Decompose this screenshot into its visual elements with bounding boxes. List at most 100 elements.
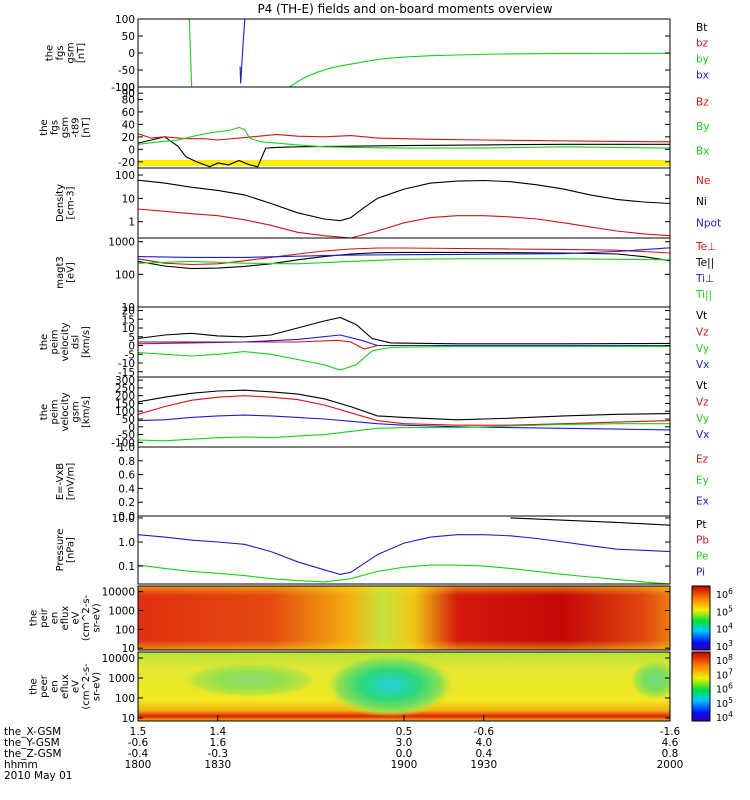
panel-frame: [137, 585, 671, 651]
ephemeris-value: 0.4: [475, 748, 492, 760]
date-label: 2010 May 01: [4, 770, 72, 782]
y-axis-label: [km/s]: [81, 326, 92, 358]
ephemeris-label: the_Z-GSM: [4, 748, 62, 760]
colorbar-label: 104: [716, 710, 733, 724]
series-velocity-dsl-Vx: [138, 334, 670, 347]
legend-Vy: Vy: [696, 343, 709, 355]
y-axis-label: fgs: [55, 45, 66, 60]
panel-pressure: 10.0 1.0 0.1 Pressure [nPa] Pt Pb Pe Pi: [55, 513, 709, 585]
y-tick-label: 100: [115, 82, 135, 94]
y-tick-label: 300: [115, 375, 135, 387]
y-axis-label: en: [50, 612, 61, 625]
y-tick-label: 0.6: [118, 470, 135, 482]
colorbar: [691, 585, 711, 651]
series-velocity-gsm-Vt: [137, 389, 671, 421]
figure-title: P4 (TH-E) fields and on-board moments ov…: [257, 2, 552, 16]
y-tick-label: 1000: [108, 606, 135, 618]
ephemeris-value: 1.6: [209, 737, 226, 749]
y-axis-label: [km/s]: [81, 396, 92, 428]
series-pressure-Pi: [137, 534, 671, 575]
colorbar-label: 104: [716, 622, 733, 636]
y-tick-label: 15: [122, 314, 135, 326]
ion-spectrogram-edges: [138, 586, 670, 650]
y-axis-label: [mV/m]: [65, 463, 76, 501]
series-density-Ni: [137, 179, 671, 222]
legend-Vz: Vz: [696, 326, 709, 338]
y-tick-label: 10: [122, 302, 135, 314]
series-velocity-gsm-Vx: [137, 414, 671, 431]
ion-spectrogram-image: [138, 586, 670, 650]
panel-frame: [137, 376, 671, 448]
y-tick-label: 1000: [108, 237, 135, 249]
legend-Bt: Bt: [696, 22, 707, 34]
y-tick-label: 90: [122, 88, 135, 100]
series-pressure-Pt: [510, 517, 671, 526]
panel-frame: [137, 167, 671, 239]
ephemeris-value: 3.0: [396, 737, 413, 749]
legend-Ne: Ne: [696, 175, 710, 187]
x-tick-label: 1830: [204, 759, 231, 771]
legend-Ti⊥: Ti⊥: [695, 273, 714, 285]
ephemeris-label: the_Y-GSM: [4, 737, 60, 749]
y-tick-label: 0.1: [118, 561, 135, 573]
ephemeris-value: -0.3: [208, 748, 229, 760]
series-pressure-Pe: [137, 564, 671, 585]
y-tick-label: 0.8: [118, 456, 135, 468]
y-axis-label: velocity: [60, 322, 71, 361]
series-velocity-dsl-Vt: [137, 316, 671, 345]
y-axis-label: peim: [50, 329, 61, 354]
colorbar-label: 108: [716, 653, 733, 667]
panel-electron-spectrogram: 10000 1000 100 10 the peer en eflux eV (cm^2-s-sr…: [29, 651, 733, 725]
colorbar-label: 106: [716, 682, 733, 696]
legend-Pi: Pi: [696, 566, 705, 578]
y-axis-label: [cm-3]: [65, 186, 76, 219]
y-axis-label: peir: [39, 607, 50, 627]
colorbar-label: 105: [716, 696, 733, 710]
series-fgs-gsm-By: [137, 126, 671, 149]
y-axis-label: gsm: [65, 42, 76, 63]
y-tick-label: 10: [122, 193, 135, 205]
series-temperature-Ti⊥: [137, 247, 671, 258]
legend-Te||: Te||: [695, 257, 714, 269]
electron-spectrogram-blob: [325, 653, 455, 717]
y-tick-label: 60: [122, 107, 135, 119]
y-tick-label: 0.2: [118, 497, 135, 509]
y-tick-label: 100: [115, 693, 135, 705]
y-tick-label: 20: [122, 132, 135, 144]
y-tick-label: 5: [128, 332, 135, 344]
y-tick-label: 50: [122, 414, 135, 426]
y-tick-label: -5: [125, 349, 135, 361]
legend-bx: bx: [696, 69, 709, 81]
y-tick-label: -50: [118, 65, 135, 77]
panel-ion-spectrogram: 10000 1000 100 10 the peir en eflux eV (cm^2-s-sr…: [29, 585, 733, 655]
y-tick-label: 50: [122, 31, 135, 43]
legend-Pb: Pb: [696, 535, 709, 547]
y-axis-label: eflux: [60, 674, 71, 699]
electron-spectrogram-blob-left: [180, 662, 320, 698]
y-tick-label: 1000: [108, 673, 135, 685]
y-axis-label: (cm^2-s-: [81, 594, 92, 641]
legend-Ni: Ni: [696, 196, 707, 208]
y-axis-label: gsm: [71, 401, 82, 422]
y-tick-label: 100: [115, 406, 135, 418]
y-tick-label: 10: [122, 643, 135, 655]
colorbar: [691, 651, 711, 722]
series-fgs-gsm-Bz: [137, 133, 671, 143]
colorbar-label: 106: [716, 587, 733, 601]
series-temperature-Ti||: [137, 258, 671, 265]
y-axis-label: Density: [55, 184, 66, 222]
y-axis-label: magt3: [55, 256, 66, 289]
y-tick-label: 150: [115, 398, 135, 410]
y-tick-label: 1.0: [118, 537, 135, 549]
y-tick-label: 10: [122, 713, 135, 725]
y-tick-label: 100: [115, 14, 135, 26]
x-tick-label: 1800: [125, 759, 152, 771]
panel-efield: 1.0 0.8 0.60.4 0.2 0.0 E=-VxB [mV/m] Ez Ey Ex: [55, 442, 709, 523]
data-quality-bar: [138, 160, 670, 166]
y-tick-label: 80: [122, 94, 135, 106]
y-tick-label: -15: [118, 367, 135, 379]
y-axis-label: E=-VxB: [55, 463, 66, 500]
